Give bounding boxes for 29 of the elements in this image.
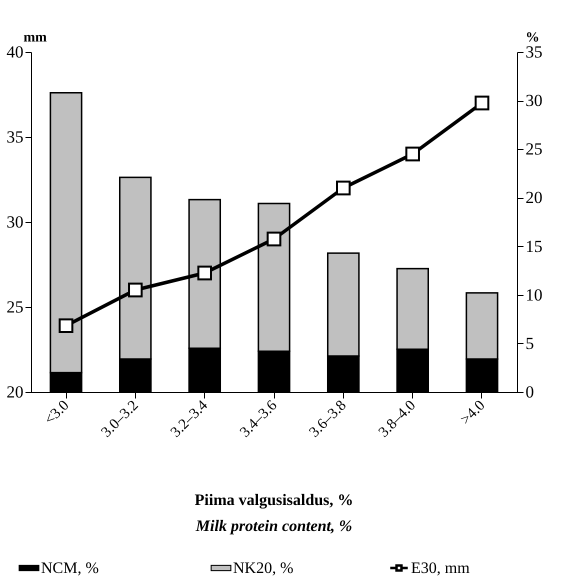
- y2-tick-label: 15: [526, 236, 542, 256]
- y-tick-label: 25: [6, 298, 24, 316]
- x-tick-label: <3.0: [42, 398, 72, 428]
- point: [266, 232, 282, 246]
- y-axis-title: mm: [24, 30, 48, 46]
- y2-tick-label: 10: [526, 285, 542, 304]
- y-tick-label: 20: [6, 382, 24, 402]
- legend-label: NK20, %: [233, 560, 294, 577]
- y2-tick-label: 25: [526, 140, 542, 159]
- point: [197, 266, 212, 280]
- x-tick-label: >4.0: [458, 398, 488, 428]
- y2-tick-label: 0: [526, 382, 534, 402]
- legend-label: NCM, %: [41, 560, 99, 577]
- y-tick-label: 35: [6, 128, 24, 146]
- point: [405, 146, 420, 162]
- point: [474, 96, 490, 110]
- point: [58, 318, 74, 334]
- y2-axis-title: %: [526, 30, 540, 46]
- point: [336, 180, 351, 196]
- y2-tick-label: 30: [526, 91, 542, 110]
- y-tick-label: 30: [6, 212, 24, 232]
- point: [128, 282, 143, 298]
- y2-tick-label: 20: [526, 188, 542, 208]
- y-tick-label: 40: [6, 42, 24, 62]
- y2-tick-label: 35: [526, 42, 542, 62]
- text: Milk protein content, %: [194, 518, 352, 535]
- legend-label: E30, mm: [411, 560, 470, 577]
- y2-tick-label: 5: [526, 334, 534, 353]
- x-axis-title: Piima valgusisaldus, %: [194, 492, 354, 509]
